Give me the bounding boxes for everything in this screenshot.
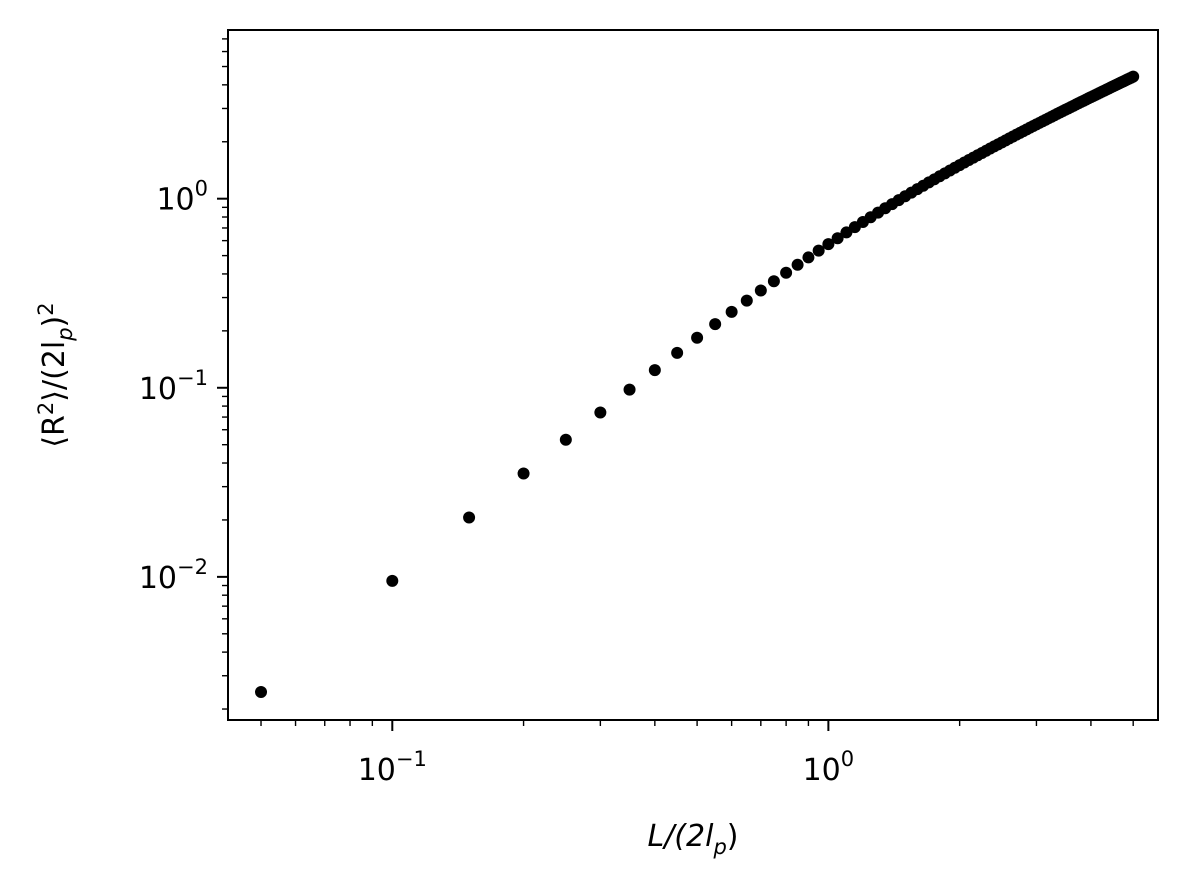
data-point bbox=[517, 467, 530, 480]
x-axis-label-sub: p bbox=[712, 835, 726, 859]
plot-frame bbox=[227, 29, 1159, 721]
y-tick-label: 10−1 bbox=[139, 366, 208, 407]
x-axis-label-close: ) bbox=[727, 819, 739, 854]
data-point bbox=[623, 383, 636, 396]
data-point bbox=[767, 275, 780, 288]
data-point bbox=[463, 511, 476, 524]
data-point bbox=[709, 318, 722, 331]
data-point bbox=[754, 284, 767, 297]
data-point bbox=[255, 686, 268, 699]
y-axis-label: ⟨R2⟩/(2lp)2 bbox=[34, 302, 77, 447]
data-point bbox=[780, 266, 793, 279]
y-axis-label-sup2: 2 bbox=[34, 302, 58, 315]
x-axis-label: L/(2lp) bbox=[647, 819, 738, 859]
data-point bbox=[791, 258, 804, 271]
data-point bbox=[740, 294, 753, 307]
data-point bbox=[822, 238, 835, 251]
x-tick-label: 100 bbox=[803, 747, 855, 788]
data-point bbox=[594, 406, 607, 419]
data-point bbox=[725, 305, 738, 318]
x-tick-label: 10−1 bbox=[358, 747, 427, 788]
tick-label-group: 10−1 100 10−2 10−1 100 bbox=[139, 177, 854, 788]
data-point bbox=[831, 232, 844, 245]
data-point bbox=[648, 364, 661, 377]
x-axis-label-main: L/(2l bbox=[647, 819, 714, 854]
scatter-series bbox=[255, 70, 1140, 699]
y-tick-label: 10−2 bbox=[139, 555, 208, 596]
y-axis-label-mid: ⟩/(2l bbox=[37, 341, 72, 402]
data-point bbox=[802, 251, 815, 264]
data-point bbox=[386, 574, 399, 587]
y-axis-label-sup1: 2 bbox=[34, 402, 58, 415]
y-axis-label-sub: p bbox=[53, 327, 77, 341]
data-point bbox=[812, 244, 825, 257]
y-axis-label-open: ⟨R bbox=[37, 415, 72, 448]
y-tick-label: 100 bbox=[156, 177, 208, 218]
data-point bbox=[691, 331, 704, 344]
y-axis-label-close: ) bbox=[37, 316, 72, 328]
data-point bbox=[671, 346, 684, 359]
data-point bbox=[559, 433, 572, 446]
data-point bbox=[1127, 70, 1140, 83]
